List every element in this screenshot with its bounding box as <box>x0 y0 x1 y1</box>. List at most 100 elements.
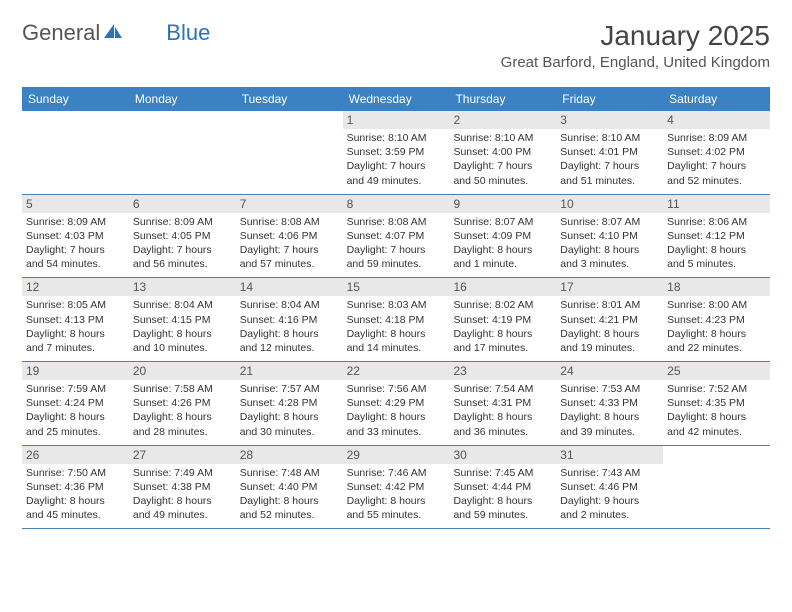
sunset-line: Sunset: 4:10 PM <box>560 229 659 243</box>
daylight-line-2: and 10 minutes. <box>133 341 232 355</box>
month-title: January 2025 <box>501 20 770 52</box>
day-number: 18 <box>663 278 770 296</box>
day-info: Sunrise: 8:05 AMSunset: 4:13 PMDaylight:… <box>26 298 125 355</box>
sunset-line: Sunset: 4:28 PM <box>240 396 339 410</box>
daylight-line-1: Daylight: 8 hours <box>26 327 125 341</box>
sunrise-line: Sunrise: 7:57 AM <box>240 382 339 396</box>
title-block: January 2025 Great Barford, England, Uni… <box>501 20 770 71</box>
sunset-line: Sunset: 4:38 PM <box>133 480 232 494</box>
daylight-line-2: and 33 minutes. <box>347 425 446 439</box>
sunrise-line: Sunrise: 8:09 AM <box>26 215 125 229</box>
daylight-line-1: Daylight: 8 hours <box>453 243 552 257</box>
calendar-cell: 19Sunrise: 7:59 AMSunset: 4:24 PMDayligh… <box>22 362 129 445</box>
sunrise-line: Sunrise: 7:43 AM <box>560 466 659 480</box>
daylight-line-1: Daylight: 7 hours <box>667 159 766 173</box>
calendar-cell: 20Sunrise: 7:58 AMSunset: 4:26 PMDayligh… <box>129 362 236 445</box>
day-info: Sunrise: 8:04 AMSunset: 4:16 PMDaylight:… <box>240 298 339 355</box>
sunrise-line: Sunrise: 8:02 AM <box>453 298 552 312</box>
day-number: 31 <box>556 446 663 464</box>
day-number: 11 <box>663 195 770 213</box>
day-info: Sunrise: 8:10 AMSunset: 4:01 PMDaylight:… <box>560 131 659 188</box>
sunrise-line: Sunrise: 7:48 AM <box>240 466 339 480</box>
day-number: 1 <box>343 111 450 129</box>
calendar-cell: 14Sunrise: 8:04 AMSunset: 4:16 PMDayligh… <box>236 278 343 361</box>
daylight-line-2: and 56 minutes. <box>133 257 232 271</box>
calendar-cell: 6Sunrise: 8:09 AMSunset: 4:05 PMDaylight… <box>129 195 236 278</box>
day-header-thursday: Thursday <box>449 87 556 111</box>
day-number: 17 <box>556 278 663 296</box>
calendar: Sunday Monday Tuesday Wednesday Thursday… <box>22 87 770 529</box>
daylight-line-2: and 45 minutes. <box>26 508 125 522</box>
calendar-cell: 23Sunrise: 7:54 AMSunset: 4:31 PMDayligh… <box>449 362 556 445</box>
day-number: 29 <box>343 446 450 464</box>
calendar-cell: 21Sunrise: 7:57 AMSunset: 4:28 PMDayligh… <box>236 362 343 445</box>
sunrise-line: Sunrise: 8:07 AM <box>453 215 552 229</box>
sunset-line: Sunset: 4:26 PM <box>133 396 232 410</box>
calendar-cell: 27Sunrise: 7:49 AMSunset: 4:38 PMDayligh… <box>129 446 236 529</box>
sunrise-line: Sunrise: 7:56 AM <box>347 382 446 396</box>
sunset-line: Sunset: 4:16 PM <box>240 313 339 327</box>
calendar-header-row: Sunday Monday Tuesday Wednesday Thursday… <box>22 87 770 111</box>
daylight-line-2: and 22 minutes. <box>667 341 766 355</box>
sunrise-line: Sunrise: 8:07 AM <box>560 215 659 229</box>
day-number: 4 <box>663 111 770 129</box>
day-number: 25 <box>663 362 770 380</box>
daylight-line-2: and 49 minutes. <box>133 508 232 522</box>
daylight-line-1: Daylight: 8 hours <box>26 494 125 508</box>
calendar-cell: 28Sunrise: 7:48 AMSunset: 4:40 PMDayligh… <box>236 446 343 529</box>
sunrise-line: Sunrise: 7:54 AM <box>453 382 552 396</box>
calendar-cell: 7 Sunrise: 8:08 AMSunset: 4:06 PMDaylight… <box>236 195 343 278</box>
day-info: Sunrise: 8:07 AMSunset: 4:10 PMDaylight:… <box>560 215 659 272</box>
sunrise-line: Sunrise: 8:08 AM <box>347 215 446 229</box>
sunset-line: Sunset: 4:31 PM <box>453 396 552 410</box>
daylight-line-1: Daylight: 8 hours <box>453 327 552 341</box>
daylight-line-2: and 5 minutes. <box>667 257 766 271</box>
calendar-week: 5Sunrise: 8:09 AMSunset: 4:03 PMDaylight… <box>22 195 770 279</box>
daylight-line-2: and 28 minutes. <box>133 425 232 439</box>
sunrise-line: Sunrise: 8:09 AM <box>133 215 232 229</box>
sunset-line: Sunset: 4:46 PM <box>560 480 659 494</box>
calendar-cell: 13Sunrise: 8:04 AMSunset: 4:15 PMDayligh… <box>129 278 236 361</box>
day-info: Sunrise: 8:09 AMSunset: 4:05 PMDaylight:… <box>133 215 232 272</box>
daylight-line-2: and 42 minutes. <box>667 425 766 439</box>
day-info: Sunrise: 7:58 AMSunset: 4:26 PMDaylight:… <box>133 382 232 439</box>
day-info: Sunrise: 8:03 AMSunset: 4:18 PMDaylight:… <box>347 298 446 355</box>
daylight-line-1: Daylight: 7 hours <box>240 243 339 257</box>
daylight-line-2: and 54 minutes. <box>26 257 125 271</box>
day-number: 7 <box>236 195 343 213</box>
day-number: 16 <box>449 278 556 296</box>
day-info: Sunrise: 8:06 AMSunset: 4:12 PMDaylight:… <box>667 215 766 272</box>
day-info: Sunrise: 7:52 AMSunset: 4:35 PMDaylight:… <box>667 382 766 439</box>
sunset-line: Sunset: 4:15 PM <box>133 313 232 327</box>
daylight-line-1: Daylight: 8 hours <box>133 410 232 424</box>
daylight-line-1: Daylight: 8 hours <box>133 494 232 508</box>
daylight-line-2: and 51 minutes. <box>560 174 659 188</box>
sunset-line: Sunset: 4:21 PM <box>560 313 659 327</box>
sunrise-line: Sunrise: 8:03 AM <box>347 298 446 312</box>
sunset-line: Sunset: 4:00 PM <box>453 145 552 159</box>
daylight-line-1: Daylight: 8 hours <box>347 410 446 424</box>
calendar-cell: 8Sunrise: 8:08 AMSunset: 4:07 PMDaylight… <box>343 195 450 278</box>
logo-text-general: General <box>22 20 100 46</box>
day-number: 27 <box>129 446 236 464</box>
sunset-line: Sunset: 4:09 PM <box>453 229 552 243</box>
daylight-line-2: and 1 minute. <box>453 257 552 271</box>
calendar-cell: 29Sunrise: 7:46 AMSunset: 4:42 PMDayligh… <box>343 446 450 529</box>
daylight-line-1: Daylight: 8 hours <box>667 410 766 424</box>
daylight-line-1: Daylight: 7 hours <box>347 243 446 257</box>
daylight-line-1: Daylight: 8 hours <box>560 327 659 341</box>
day-info: Sunrise: 8:10 AMSunset: 4:00 PMDaylight:… <box>453 131 552 188</box>
sunrise-line: Sunrise: 8:09 AM <box>667 131 766 145</box>
calendar-cell <box>236 111 343 194</box>
day-number <box>236 111 343 115</box>
calendar-cell: 5Sunrise: 8:09 AMSunset: 4:03 PMDaylight… <box>22 195 129 278</box>
daylight-line-2: and 59 minutes. <box>453 508 552 522</box>
daylight-line-2: and 36 minutes. <box>453 425 552 439</box>
daylight-line-2: and 52 minutes. <box>240 508 339 522</box>
daylight-line-2: and 17 minutes. <box>453 341 552 355</box>
calendar-week: 19Sunrise: 7:59 AMSunset: 4:24 PMDayligh… <box>22 362 770 446</box>
sunset-line: Sunset: 4:02 PM <box>667 145 766 159</box>
sunset-line: Sunset: 4:33 PM <box>560 396 659 410</box>
day-header-saturday: Saturday <box>663 87 770 111</box>
day-info: Sunrise: 8:08 AMSunset: 4:06 PMDaylight:… <box>240 215 339 272</box>
